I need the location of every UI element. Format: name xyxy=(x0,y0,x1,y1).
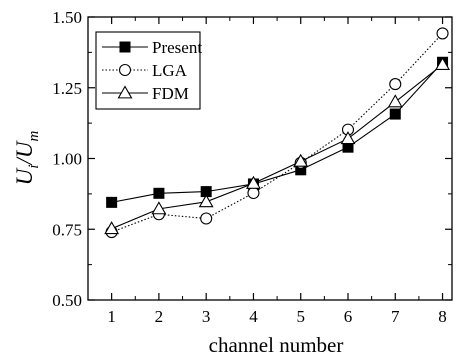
series-line xyxy=(111,33,443,233)
legend-item: FDM xyxy=(102,84,189,103)
legend-label: Present xyxy=(152,38,202,57)
legend-label: LGA xyxy=(152,61,188,80)
data-point xyxy=(247,186,260,200)
data-point xyxy=(387,94,403,108)
x-tick-label: 1 xyxy=(107,307,116,326)
legend: Present LGA FDM xyxy=(95,31,202,110)
x-tick-label: 3 xyxy=(202,307,211,326)
series-line xyxy=(111,61,443,203)
legend-marker xyxy=(118,63,132,77)
series xyxy=(104,27,450,239)
y-axis-title-main: U xyxy=(12,167,37,185)
data-point xyxy=(436,27,449,40)
y-tick-label: 1.00 xyxy=(52,150,82,169)
legend-item: Present xyxy=(102,38,202,57)
legend-item: LGA xyxy=(102,61,188,80)
data-point xyxy=(151,201,167,215)
ticks: 1 2 3 4 5 6 7 8 0.50 0.75 1.00 1.25 1.50 xyxy=(52,8,452,326)
x-tick-label: 7 xyxy=(391,307,400,326)
x-tick-label: 5 xyxy=(296,307,305,326)
data-point xyxy=(200,212,213,225)
x-tick-label: 8 xyxy=(438,307,447,326)
data-point xyxy=(389,78,402,91)
legend-marker xyxy=(119,41,131,53)
series-line xyxy=(111,64,443,230)
data-point xyxy=(246,175,261,189)
x-tick-label: 2 xyxy=(155,307,164,326)
data-point xyxy=(435,56,450,70)
x-tick-label: 6 xyxy=(344,307,353,326)
y-tick-label: 0.50 xyxy=(52,291,82,310)
legend-label: FDM xyxy=(152,84,189,103)
data-point xyxy=(104,221,120,235)
data-point xyxy=(293,153,309,167)
data-point xyxy=(340,131,356,145)
y-tick-label: 1.25 xyxy=(52,79,82,98)
y-axis-title-sub1: i xyxy=(26,165,42,169)
data-point xyxy=(106,196,118,208)
x-axis-title: channel number xyxy=(209,333,344,357)
y-tick-label: 1.50 xyxy=(52,8,82,27)
data-point xyxy=(198,194,214,208)
series-fdm xyxy=(104,56,450,235)
data-point xyxy=(153,187,165,199)
y-axis-title-sub2: m xyxy=(26,131,42,142)
y-axis-title-slash: /U xyxy=(12,140,37,166)
data-point xyxy=(389,108,401,120)
legend-marker xyxy=(117,85,133,99)
y-axis-title: Ui/Um xyxy=(12,131,42,186)
y-tick-label: 0.75 xyxy=(52,220,82,239)
x-tick-label: 4 xyxy=(249,307,258,326)
